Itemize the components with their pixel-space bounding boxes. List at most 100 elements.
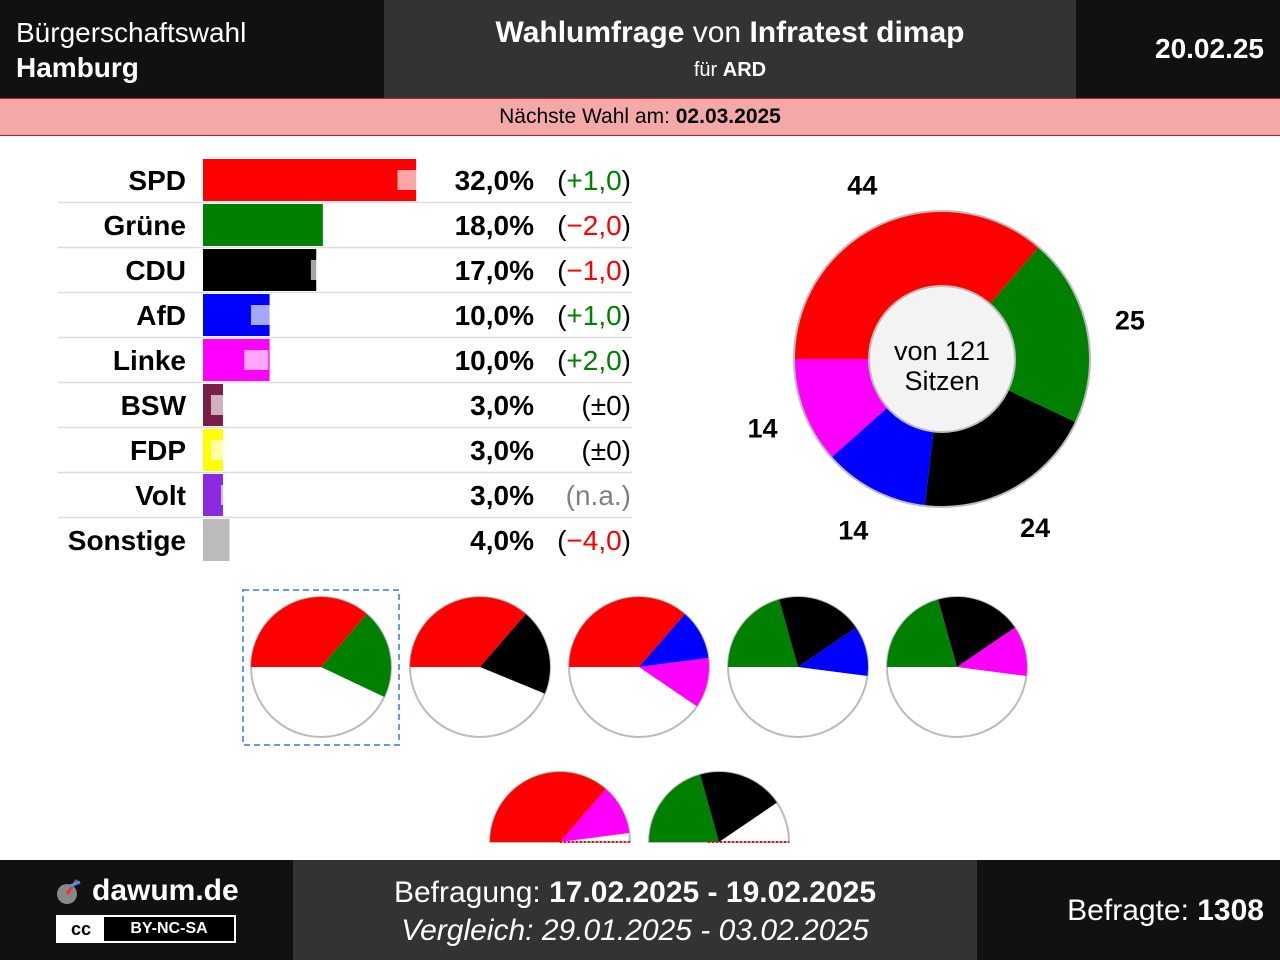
party-label: Volt xyxy=(135,480,186,511)
coalition-slice xyxy=(700,772,777,842)
coalition-slice xyxy=(321,614,391,697)
survey-period-line: Befragung: 17.02.2025 - 19.02.2025 xyxy=(293,876,977,910)
election-title: Bürgerschaftswahl Hamburg xyxy=(0,0,384,98)
seat-slice-spd xyxy=(794,211,1039,359)
value-label: 4,0% xyxy=(470,525,534,556)
client-name: ARD xyxy=(722,59,767,81)
seat-count-label: 25 xyxy=(1115,305,1145,335)
client-line: für ARD xyxy=(384,59,1076,82)
next-election-label: Nächste Wahl am: xyxy=(499,105,676,128)
change-label: (n.a.) xyxy=(566,480,631,511)
party-label: AfD xyxy=(136,300,186,331)
license-label: BY-NC-SA xyxy=(104,917,234,941)
coalition-2 xyxy=(409,596,551,738)
party-bar xyxy=(203,159,417,201)
seat-count-label: 44 xyxy=(847,170,877,200)
previous-value-marker xyxy=(397,170,422,190)
poll-title-von: von xyxy=(684,16,750,49)
next-election-date: 02.03.2025 xyxy=(675,105,781,128)
seat-slice-cdu xyxy=(924,390,1076,508)
brand-name[interactable]: dawum.de xyxy=(92,874,239,907)
coalition-slice xyxy=(887,599,957,667)
respondents-count: 1308 xyxy=(1197,894,1264,927)
coalition-5 xyxy=(886,596,1028,738)
coalition-slice xyxy=(560,789,630,842)
respondents-label: Befragte: xyxy=(1067,894,1198,927)
value-label: 10,0% xyxy=(455,345,534,376)
poll-title-word: Wahlumfrage xyxy=(495,16,685,49)
footer: dawum.de cc BY-NC-SA Befragung: 17.02.20… xyxy=(0,860,1280,960)
coalition-6 xyxy=(488,771,632,843)
survey-info: Befragung: 17.02.2025 - 19.02.2025 Vergl… xyxy=(293,860,977,960)
respondents-box: Befragte: 1308 xyxy=(977,860,1280,960)
change-label: (−2,0) xyxy=(557,210,631,241)
election-region: Hamburg xyxy=(16,52,139,83)
next-election-banner: Nächste Wahl am: 02.03.2025 xyxy=(0,98,1280,136)
change-label: (+1,0) xyxy=(557,300,631,331)
seat-count-label: 14 xyxy=(748,413,778,443)
change-label: (+2,0) xyxy=(557,345,631,376)
coalition-slice xyxy=(649,774,719,842)
donut-center xyxy=(868,285,1016,433)
party-label: Grüne xyxy=(104,210,186,241)
previous-value-marker xyxy=(244,530,269,550)
party-label: Linke xyxy=(113,345,186,376)
cc-icon: cc xyxy=(58,917,104,941)
dawum-logo-icon xyxy=(57,879,81,904)
previous-value-marker xyxy=(244,350,269,370)
party-bar xyxy=(203,519,230,561)
coalition-4 xyxy=(727,596,869,738)
party-bar xyxy=(203,204,323,246)
previous-value-marker xyxy=(250,305,275,325)
party-label: SPD xyxy=(128,165,186,196)
change-label: (+1,0) xyxy=(557,165,631,196)
previous-value-marker xyxy=(310,260,335,280)
value-label: 17,0% xyxy=(455,255,534,286)
seat-slice-afd xyxy=(831,407,934,506)
value-label: 18,0% xyxy=(455,210,534,241)
coalition-highlight-frame xyxy=(242,589,400,746)
license-badge[interactable]: cc BY-NC-SA xyxy=(56,915,236,943)
election-type: Bürgerschaftswahl xyxy=(16,17,247,48)
seats-total-label: von 121 xyxy=(894,336,990,366)
party-label: BSW xyxy=(121,390,187,421)
change-label: (±0) xyxy=(581,435,631,466)
party-label: FDP xyxy=(130,435,186,466)
coalition-slice xyxy=(410,597,526,667)
previous-value-marker xyxy=(210,395,235,415)
value-label: 10,0% xyxy=(455,300,534,331)
coalition-slice xyxy=(779,597,856,667)
coalition-slice xyxy=(728,599,798,667)
value-label: 3,0% xyxy=(470,435,534,466)
seat-slice-grüne xyxy=(989,247,1090,423)
party-label: CDU xyxy=(125,255,186,286)
seat-count-label: 14 xyxy=(838,515,868,545)
coalition-slice xyxy=(569,597,685,667)
party-bar xyxy=(203,249,317,291)
previous-value-marker xyxy=(324,215,349,235)
seats-unit-label: Sitzen xyxy=(904,366,979,396)
coalition-slice xyxy=(639,657,709,707)
survey-label: Befragung: xyxy=(393,876,550,909)
party-label: Sonstige xyxy=(68,525,186,556)
previous-value-marker xyxy=(210,440,235,460)
coalition-slice xyxy=(480,614,550,694)
coalition-1 xyxy=(242,589,400,746)
seat-count-label: 24 xyxy=(1020,513,1050,543)
header: Bürgerschaftswahl Hamburg Wahlumfrage vo… xyxy=(0,0,1280,98)
party-bar xyxy=(203,474,223,516)
poll-date-box: 20.02.25 xyxy=(1076,0,1280,98)
coalition-3 xyxy=(568,596,710,738)
coalition-7 xyxy=(647,771,791,843)
poll-date: 20.02.25 xyxy=(1155,33,1264,64)
footer-brand: dawum.de cc BY-NC-SA xyxy=(0,860,293,960)
coalition-slice xyxy=(490,772,606,842)
pollster-name: Infratest dimap xyxy=(749,16,965,49)
survey-period: 17.02.2025 - 19.02.2025 xyxy=(549,876,877,909)
coalition-slice xyxy=(957,627,1027,677)
value-label: 3,0% xyxy=(470,390,534,421)
poll-title-line: Wahlumfrage von Infratest dimap xyxy=(384,16,1076,50)
respondents-line: Befragte: 1308 xyxy=(1067,894,1264,928)
change-label: (±0) xyxy=(581,390,631,421)
